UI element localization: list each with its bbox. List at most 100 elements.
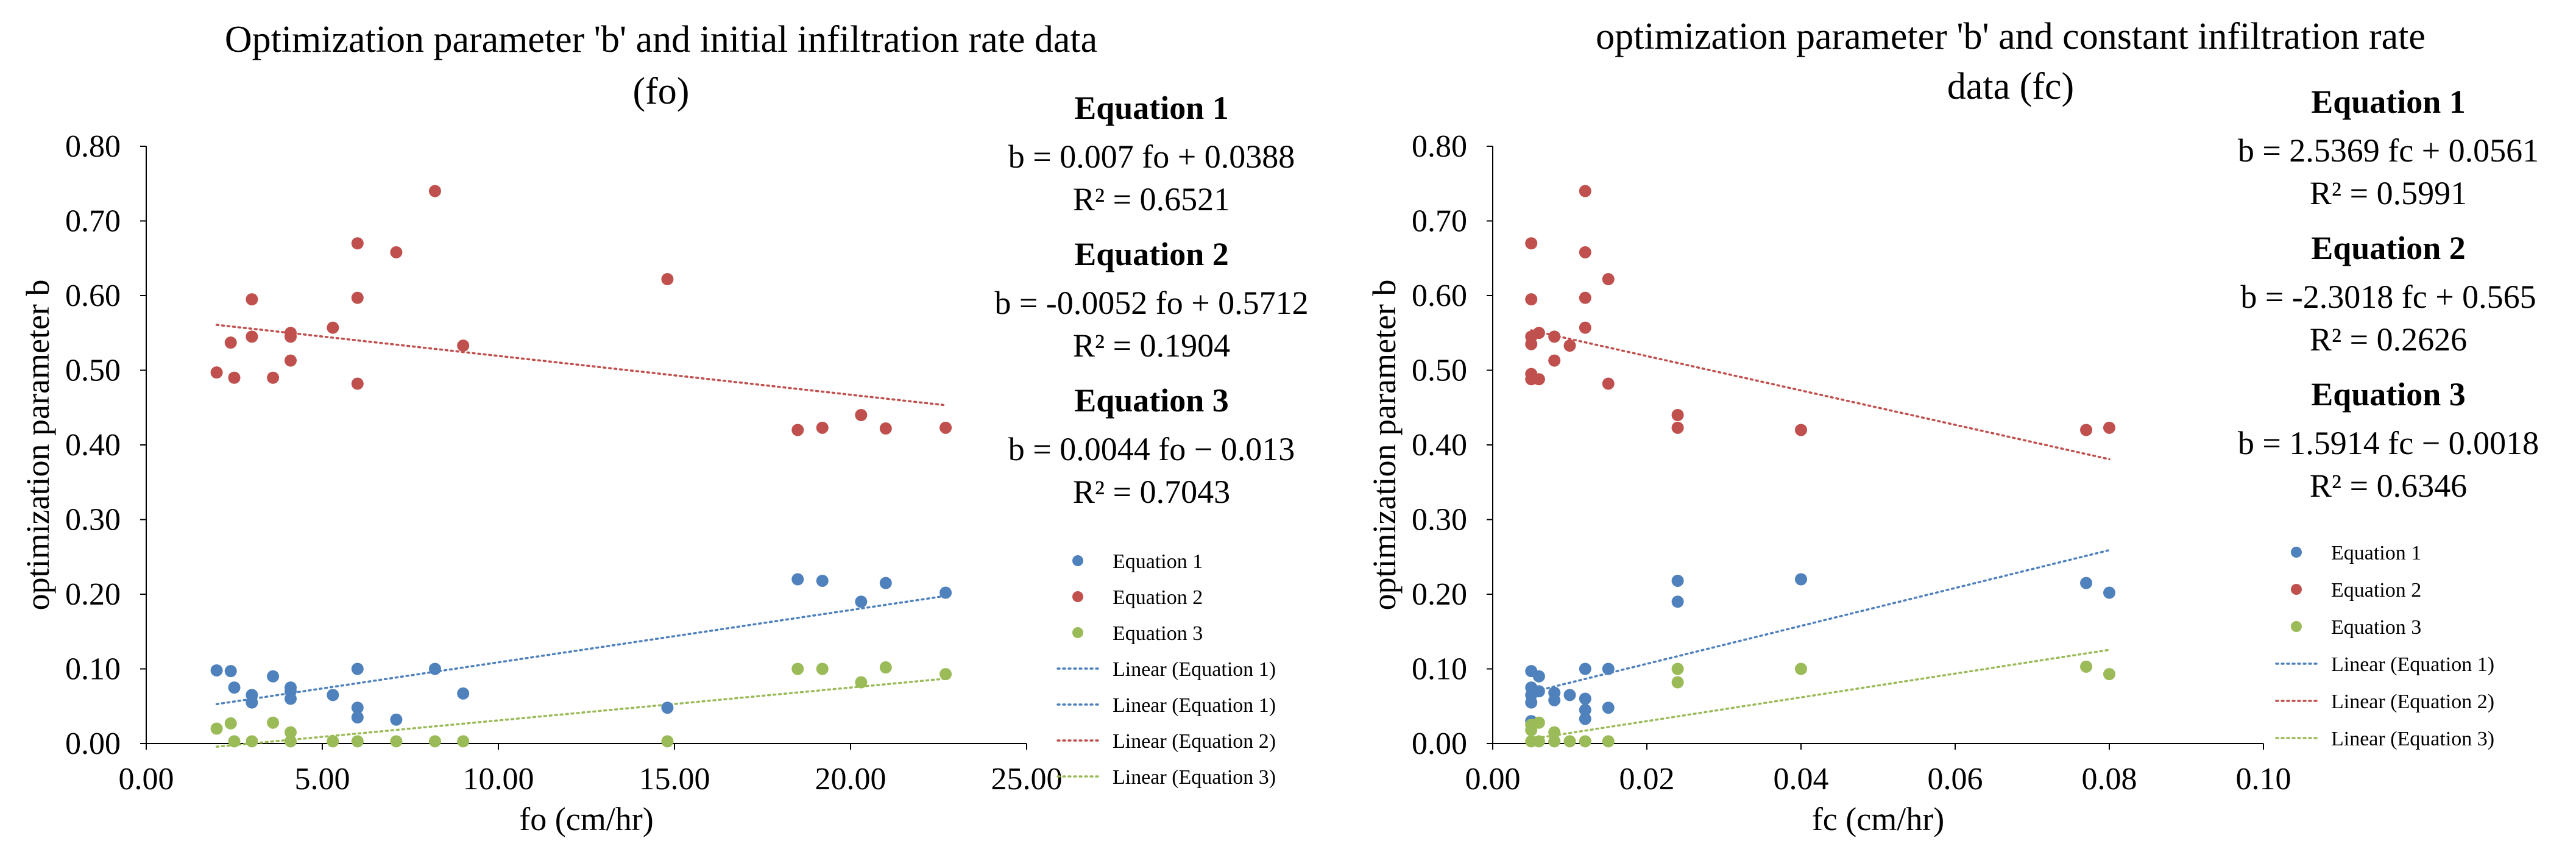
equation-formula: b = 0.0044 fo − 0.013: [1008, 431, 1295, 467]
data-point-equation-1: [1563, 689, 1576, 701]
data-point-equation-1: [390, 713, 403, 726]
legend-entry: Equation 2: [2331, 579, 2421, 602]
legend-dot-marker: [1072, 591, 1083, 602]
data-point-equation-3: [210, 722, 223, 735]
legend-entry: Linear (Equation 3): [1113, 766, 1276, 789]
data-point-equation-2: [2080, 424, 2093, 436]
y-tick-label: 0.40: [65, 428, 121, 463]
legend-entry: Linear (Equation 1): [2331, 653, 2494, 676]
legend-entry: Equation 3: [2331, 616, 2421, 639]
data-point-equation-3: [1671, 662, 1684, 675]
data-point-equation-3: [855, 676, 868, 689]
equation-r-squared: R² = 0.2626: [2310, 321, 2467, 358]
x-tick-label: 15.00: [639, 762, 710, 797]
data-point-equation-1: [457, 687, 470, 700]
y-tick-label: 0.30: [1412, 503, 1467, 538]
data-point-equation-3: [1548, 735, 1561, 748]
data-point-equation-3: [1579, 735, 1591, 748]
data-point-equation-3: [284, 735, 297, 748]
y-tick-label: 0.30: [65, 503, 121, 538]
data-point-equation-1: [1602, 662, 1615, 675]
equation-formula: b = -0.0052 fo + 0.5712: [994, 285, 1308, 321]
chart-fo: Optimization parameter 'b' and initial i…: [19, 19, 1309, 837]
equation-heading: Equation 1: [1074, 90, 1229, 126]
data-point-equation-2: [327, 321, 339, 334]
legend-entry: Equation 2: [1113, 586, 1203, 609]
y-tick-label: 0.70: [1412, 204, 1467, 239]
data-point-equation-1: [1548, 694, 1561, 706]
data-point-equation-1: [1795, 573, 1807, 586]
data-point-equation-3: [1532, 735, 1545, 748]
legend-dot-marker: [1072, 555, 1083, 566]
x-tick-label: 5.00: [295, 762, 350, 797]
data-point-equation-3: [1532, 716, 1545, 729]
y-tick-label: 0.80: [65, 129, 121, 164]
legend-dot-marker: [1072, 627, 1083, 638]
legend-entry: Linear (Equation 1): [1113, 694, 1276, 717]
data-point-equation-3: [351, 735, 364, 748]
equation-r-squared: R² = 0.5991: [2310, 175, 2467, 211]
chart-title: Optimization parameter 'b' and initial i…: [225, 19, 1097, 60]
data-point-equation-2: [1602, 377, 1615, 390]
data-point-equation-2: [1579, 185, 1591, 197]
data-point-equation-1: [224, 665, 237, 678]
data-point-equation-2: [1563, 339, 1576, 352]
x-tick-label: 10.00: [463, 762, 534, 797]
data-point-equation-3: [816, 662, 829, 675]
data-point-equation-1: [1602, 701, 1615, 714]
data-point-equation-1: [1579, 662, 1591, 675]
data-point-equation-2: [939, 421, 952, 434]
equation-r-squared: R² = 0.7043: [1073, 474, 1230, 510]
data-point-equation-3: [284, 726, 297, 739]
data-point-equation-2: [457, 339, 470, 352]
data-point-equation-3: [661, 735, 674, 748]
data-point-equation-3: [791, 662, 804, 675]
data-point-equation-1: [2080, 577, 2093, 589]
trendline-equation-1: [1530, 549, 2111, 694]
equation-heading: Equation 3: [1074, 382, 1229, 419]
data-point-equation-1: [939, 586, 952, 599]
data-point-equation-2: [1532, 327, 1545, 339]
data-point-equation-2: [246, 293, 258, 306]
data-point-equation-2: [210, 366, 223, 379]
data-point-equation-2: [284, 330, 297, 343]
x-axis-label: fc (cm/hr): [1812, 801, 1944, 837]
data-point-equation-3: [2103, 668, 2115, 681]
data-point-equation-3: [1525, 723, 1538, 736]
data-point-equation-3: [939, 668, 952, 681]
legend-dot-marker: [2291, 621, 2302, 632]
data-point-equation-2: [2103, 421, 2115, 434]
y-tick-label: 0.10: [65, 652, 121, 687]
equation-formula: b = -2.3018 fc + 0.565: [2240, 279, 2536, 315]
data-point-equation-2: [428, 185, 441, 197]
y-tick-label: 0.50: [1412, 353, 1467, 388]
y-axis-label: optimization parameter b: [19, 280, 56, 611]
trendline-equation-3: [1530, 648, 2111, 740]
equation-heading: Equation 2: [1074, 236, 1229, 272]
legend-entry: Linear (Equation 2): [2331, 691, 2494, 713]
y-tick-label: 0.10: [1412, 652, 1467, 687]
data-point-equation-3: [228, 735, 241, 748]
x-tick-label: 25.00: [991, 762, 1063, 797]
data-point-equation-2: [1602, 273, 1615, 286]
data-point-equation-1: [210, 664, 223, 677]
data-point-equation-1: [816, 574, 829, 587]
data-point-equation-2: [1525, 293, 1538, 306]
chart-fc: optimization parameter 'b' and constant …: [1366, 16, 2539, 837]
data-point-equation-1: [1579, 712, 1591, 725]
equation-r-squared: R² = 0.6346: [2310, 467, 2467, 504]
chart-title: (fo): [633, 71, 690, 112]
data-point-equation-3: [1548, 726, 1561, 739]
x-axis-label: fo (cm/hr): [519, 801, 653, 837]
data-point-equation-3: [457, 735, 470, 748]
data-point-equation-2: [351, 237, 364, 250]
data-point-equation-1: [879, 577, 892, 589]
data-point-equation-3: [224, 717, 237, 730]
trendline-equation-2: [215, 324, 947, 407]
data-point-equation-2: [879, 422, 892, 435]
equation-heading: Equation 3: [2311, 376, 2466, 413]
equation-heading: Equation 1: [2311, 83, 2466, 120]
data-point-equation-2: [661, 273, 674, 286]
legend-entry: Linear (Equation 2): [1113, 730, 1276, 753]
y-axis-label: optimization parameter b: [1366, 280, 1403, 611]
